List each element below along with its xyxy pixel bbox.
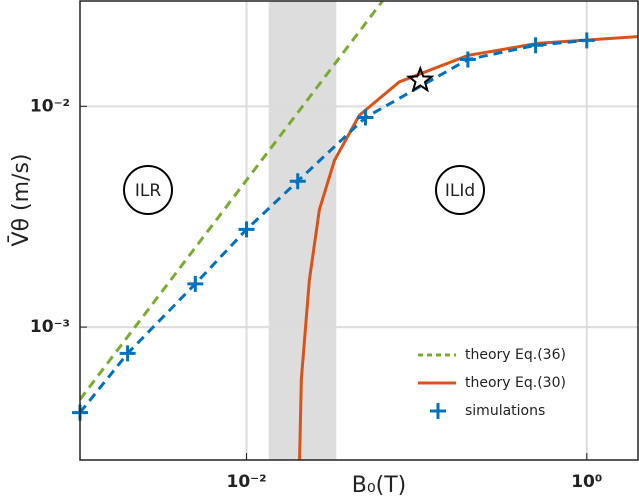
plot-area [80,1,638,460]
legend-text: theory Eq.(30) [465,375,566,391]
marker [357,109,374,126]
y-axis-label: V̄θ (m/s) [8,154,34,247]
annotation: ILId [445,181,475,201]
marker [187,275,204,292]
x-axis-label: B₀(T) [352,473,407,498]
legend-text: theory Eq.(36) [465,347,566,363]
x-tick-label: 10⁻² [226,472,266,492]
series-line [80,1,384,401]
legend-text: simulations [465,403,545,419]
marker [119,345,136,362]
y-tick-label: 10⁻³ [30,317,70,337]
annotation-circle [435,165,485,215]
marker [578,32,595,49]
x-tick-label: 10⁰ [571,472,602,492]
star-marker [406,65,435,93]
plot-frame [79,0,639,461]
marker [289,173,306,190]
marker [459,51,476,68]
annotation: ILR [135,181,161,201]
series-line [298,35,638,460]
marker [238,221,255,238]
legend-marker [430,403,446,419]
marker [527,37,544,54]
annotation-circle [123,165,173,215]
y-tick-label: 10⁻² [30,96,70,116]
